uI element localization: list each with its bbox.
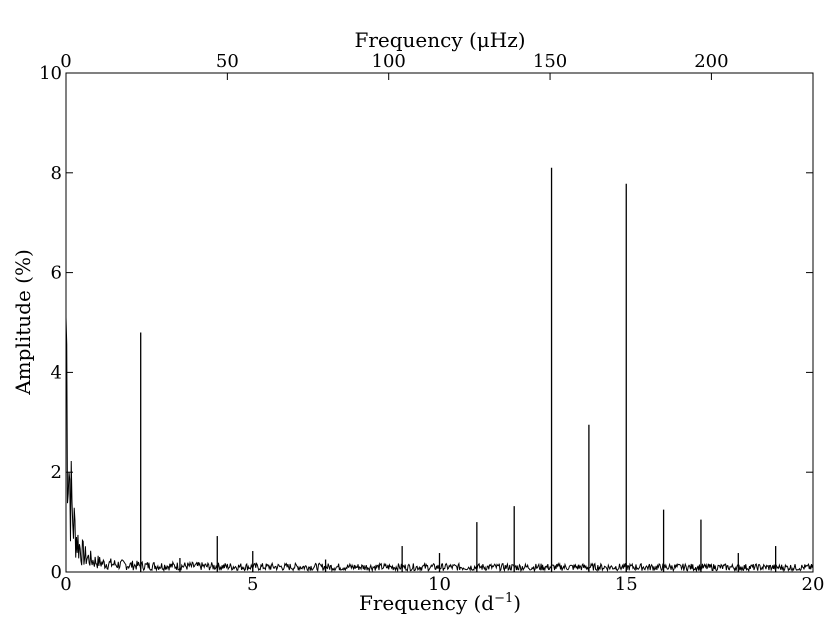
y-tick-label: 10 [39, 63, 62, 84]
x-tick-label-top: 0 [60, 51, 71, 72]
y-tick-label: 2 [51, 462, 62, 483]
y-tick-label: 6 [51, 263, 62, 284]
tick-marks [65, 72, 814, 573]
x-tick-label-bottom: 10 [428, 574, 451, 595]
plot-frame [65, 72, 814, 573]
x-tick-label-bottom: 15 [615, 574, 638, 595]
x-tick-label-top: 50 [216, 51, 239, 72]
x-tick-label-top: 100 [372, 51, 406, 72]
bottom-axis-title: Frequency (d−1) [359, 591, 521, 615]
x-tick-label-bottom: 20 [802, 574, 825, 595]
x-tick-label-top: 150 [533, 51, 567, 72]
peak-lines [140, 167, 777, 572]
y-tick-label: 8 [51, 163, 62, 184]
top-axis-title: Frequency (μHz) [354, 28, 525, 52]
x-tick-label-bottom: 0 [60, 574, 71, 595]
y-axis-title: Amplitude (%) [11, 249, 35, 396]
y-tick-label: 0 [51, 562, 62, 583]
x-tick-label-top: 200 [694, 51, 728, 72]
y-tick-label: 4 [51, 362, 62, 383]
x-tick-label-bottom: 5 [247, 574, 258, 595]
